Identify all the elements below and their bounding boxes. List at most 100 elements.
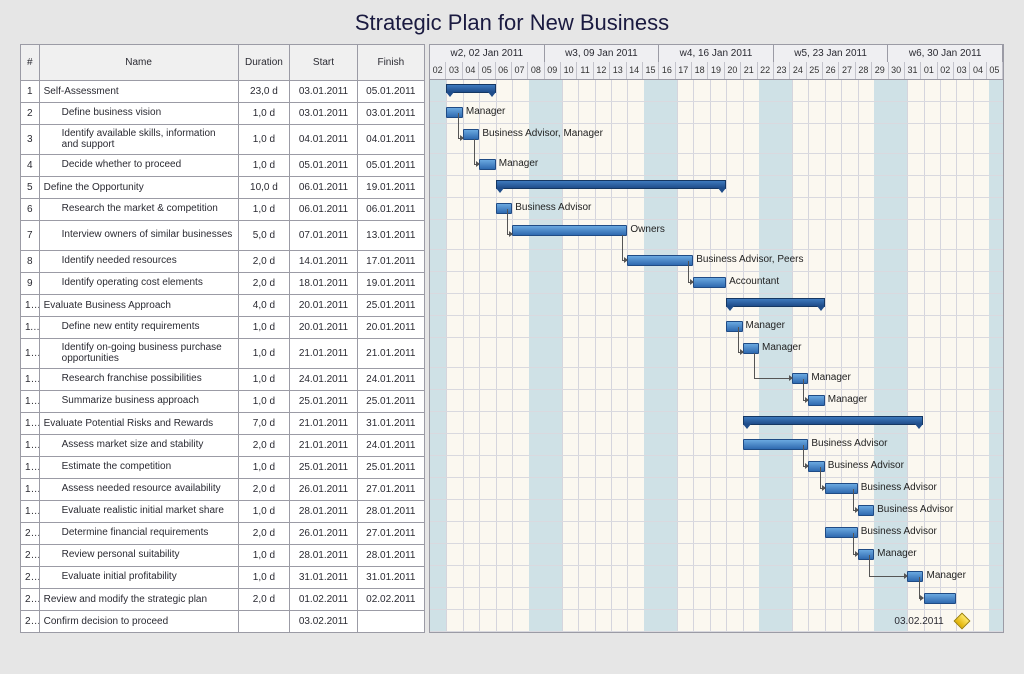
bar-resource-label: Manager xyxy=(746,320,785,331)
day-header: 25 xyxy=(807,62,823,79)
table-row[interactable]: 23Review and modify the strategic plan2,… xyxy=(21,589,425,611)
day-header: 19 xyxy=(708,62,724,79)
summary-bar[interactable] xyxy=(743,416,924,425)
task-start: 04.01.2011 xyxy=(290,125,357,155)
table-row[interactable]: 24Confirm decision to proceed03.02.2011 xyxy=(21,611,425,633)
day-header: 29 xyxy=(872,62,888,79)
task-name: Define business vision xyxy=(39,103,238,125)
gantt-row: Manager xyxy=(430,316,1003,338)
task-id: 3 xyxy=(21,125,40,155)
task-bar[interactable]: Business Advisor xyxy=(858,505,874,516)
day-header: 03 xyxy=(446,62,462,79)
task-start: 28.01.2011 xyxy=(290,501,357,523)
task-finish: 24.01.2011 xyxy=(357,435,424,457)
task-finish: 27.01.2011 xyxy=(357,479,424,501)
table-row[interactable]: 4Decide whether to proceed1,0 d05.01.201… xyxy=(21,155,425,177)
task-bar[interactable] xyxy=(924,593,957,604)
task-start: 14.01.2011 xyxy=(290,251,357,273)
gantt-row xyxy=(430,588,1003,610)
table-row[interactable]: 6Research the market & competition1,0 d0… xyxy=(21,199,425,221)
milestone-icon[interactable] xyxy=(954,613,971,630)
day-header: 28 xyxy=(856,62,872,79)
gantt-row: Accountant xyxy=(430,272,1003,294)
table-row[interactable]: 18Assess needed resource availability2,0… xyxy=(21,479,425,501)
table-row[interactable]: 19Evaluate realistic initial market shar… xyxy=(21,501,425,523)
task-finish: 04.01.2011 xyxy=(357,125,424,155)
day-header: 12 xyxy=(594,62,610,79)
task-bar[interactable]: Manager xyxy=(808,395,824,406)
task-bar[interactable]: Accountant xyxy=(693,277,726,288)
table-row[interactable]: 17Estimate the competition1,0 d25.01.201… xyxy=(21,457,425,479)
table-row[interactable]: 2Define business vision1,0 d03.01.201103… xyxy=(21,103,425,125)
task-name: Identify available skills, information a… xyxy=(39,125,238,155)
task-duration: 1,0 d xyxy=(238,567,290,589)
gantt-row: Business Advisor xyxy=(430,522,1003,544)
bar-resource-label: Manager xyxy=(499,158,538,169)
task-name: Assess market size and stability xyxy=(39,435,238,457)
dependency-link xyxy=(803,445,808,467)
table-row[interactable]: 8Identify needed resources2,0 d14.01.201… xyxy=(21,251,425,273)
task-duration: 2,0 d xyxy=(238,273,290,295)
gantt-row: Manager xyxy=(430,390,1003,412)
task-id: 5 xyxy=(21,177,40,199)
dependency-link xyxy=(507,209,512,235)
table-row[interactable]: 20Determine financial requirements2,0 d2… xyxy=(21,523,425,545)
day-header: 17 xyxy=(676,62,692,79)
table-row[interactable]: 16Assess market size and stability2,0 d2… xyxy=(21,435,425,457)
table-row[interactable]: 3Identify available skills, information … xyxy=(21,125,425,155)
day-header: 05 xyxy=(987,62,1003,79)
task-finish: 20.01.2011 xyxy=(357,317,424,339)
table-row[interactable]: 7Interview owners of similar businesses5… xyxy=(21,221,425,251)
task-start: 20.01.2011 xyxy=(290,317,357,339)
table-row[interactable]: 9Identify operating cost elements2,0 d18… xyxy=(21,273,425,295)
task-start: 18.01.2011 xyxy=(290,273,357,295)
gantt-row: Business Advisor, Manager xyxy=(430,124,1003,154)
task-bar[interactable]: Business Advisor xyxy=(743,439,809,450)
task-name: Decide whether to proceed xyxy=(39,155,238,177)
gantt-row xyxy=(430,80,1003,102)
task-bar[interactable]: Owners xyxy=(512,225,627,236)
task-duration: 1,0 d xyxy=(238,545,290,567)
day-header: 18 xyxy=(692,62,708,79)
page-title: Strategic Plan for New Business xyxy=(0,0,1024,44)
task-start: 06.01.2011 xyxy=(290,177,357,199)
week-header: w5, 23 Jan 2011 xyxy=(774,45,889,62)
table-row[interactable]: 5Define the Opportunity10,0 d06.01.20111… xyxy=(21,177,425,199)
summary-bar[interactable] xyxy=(726,298,825,307)
bar-resource-label: Accountant xyxy=(729,276,779,287)
table-row[interactable]: 10Evaluate Business Approach4,0 d20.01.2… xyxy=(21,295,425,317)
table-row[interactable]: 14Summarize business approach1,0 d25.01.… xyxy=(21,391,425,413)
task-name: Evaluate initial profitability xyxy=(39,567,238,589)
dependency-link xyxy=(820,467,825,489)
task-duration: 1,0 d xyxy=(238,339,290,369)
day-header: 03 xyxy=(954,62,970,79)
table-row[interactable]: 1Self-Assessment23,0 d03.01.201105.01.20… xyxy=(21,81,425,103)
task-name: Define new entity requirements xyxy=(39,317,238,339)
col-name-header: Name xyxy=(39,45,238,81)
task-id: 21 xyxy=(21,545,40,567)
table-row[interactable]: 21Review personal suitability1,0 d28.01.… xyxy=(21,545,425,567)
week-header: w3, 09 Jan 2011 xyxy=(545,45,660,62)
task-start: 24.01.2011 xyxy=(290,369,357,391)
table-row[interactable]: 12Identify on-going business purchase op… xyxy=(21,339,425,369)
bar-resource-label: Business Advisor xyxy=(877,504,953,515)
day-header: 30 xyxy=(889,62,905,79)
table-row[interactable]: 15Evaluate Potential Risks and Rewards7,… xyxy=(21,413,425,435)
task-bar[interactable]: Manager xyxy=(479,159,495,170)
table-row[interactable]: 13Research franchise possibilities1,0 d2… xyxy=(21,369,425,391)
task-duration: 2,0 d xyxy=(238,589,290,611)
task-name: Self-Assessment xyxy=(39,81,238,103)
task-id: 14 xyxy=(21,391,40,413)
task-bar[interactable]: Business Advisor, Peers xyxy=(627,255,693,266)
table-row[interactable]: 22Evaluate initial profitability1,0 d31.… xyxy=(21,567,425,589)
summary-bar[interactable] xyxy=(446,84,495,93)
gantt-row: Business Advisor, Peers xyxy=(430,250,1003,272)
task-duration: 2,0 d xyxy=(238,523,290,545)
task-start: 25.01.2011 xyxy=(290,391,357,413)
task-finish: 05.01.2011 xyxy=(357,81,424,103)
summary-bar[interactable] xyxy=(496,180,726,189)
task-duration: 1,0 d xyxy=(238,155,290,177)
col-id-header: # xyxy=(21,45,40,81)
task-id: 1 xyxy=(21,81,40,103)
table-row[interactable]: 11Define new entity requirements1,0 d20.… xyxy=(21,317,425,339)
